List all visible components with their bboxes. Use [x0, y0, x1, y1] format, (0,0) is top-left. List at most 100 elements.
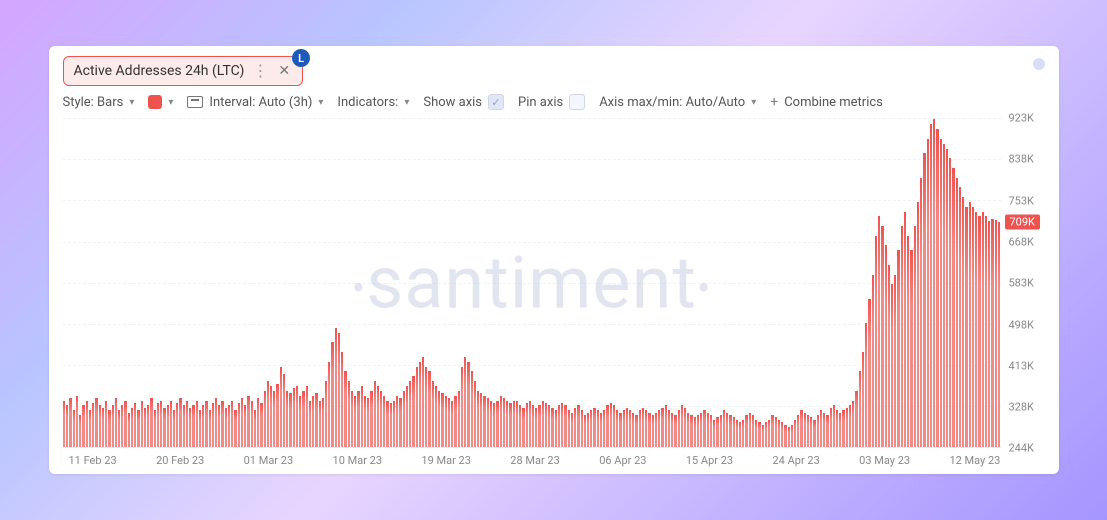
chart-bar	[784, 425, 786, 447]
chart-toolbar: Style: Bars ▾ ▾ Interval: Auto (3h) ▾ In…	[63, 94, 1045, 110]
metric-chip-menu-icon[interactable]: ⋮	[252, 63, 268, 79]
chevron-down-icon: ▾	[751, 97, 756, 108]
chart-bar	[189, 408, 191, 447]
chart-bar	[619, 413, 621, 447]
chart-bar	[865, 323, 867, 447]
chart-bar	[412, 376, 414, 447]
checkbox-checked-icon[interactable]	[488, 94, 504, 110]
chart-bar	[991, 219, 993, 447]
chart-bar	[131, 408, 133, 447]
chart-bar	[176, 403, 178, 447]
chart-bar	[930, 124, 932, 447]
chart-bar	[745, 415, 747, 447]
chart-bar	[720, 415, 722, 447]
chart-bar	[386, 401, 388, 448]
chart-bar	[409, 381, 411, 447]
chart-bar	[742, 420, 744, 447]
chart-bar	[652, 415, 654, 447]
chart-bar	[428, 371, 430, 447]
chart-bar	[635, 415, 637, 447]
chart-bar	[348, 381, 350, 447]
x-axis: 11 Feb 2320 Feb 2301 Mar 2310 Mar 2319 M…	[63, 448, 1045, 467]
chart-bar	[571, 413, 573, 447]
chart-bar	[89, 410, 91, 447]
chart-bar	[105, 401, 107, 448]
chart-bar	[500, 396, 502, 447]
chart-bar	[797, 415, 799, 447]
chart-bar	[121, 405, 123, 447]
chart-bar	[328, 362, 330, 447]
chart-bar	[270, 386, 272, 447]
checkbox-icon[interactable]	[569, 94, 585, 110]
chart-bar	[645, 410, 647, 447]
chart-bar	[820, 410, 822, 447]
chart-bar	[154, 410, 156, 447]
color-dropdown[interactable]: ▾	[148, 95, 173, 109]
chart-bar	[506, 401, 508, 448]
chart-bar	[221, 401, 223, 448]
chart-bar	[839, 413, 841, 447]
chart-bar	[167, 405, 169, 447]
x-tick-label: 10 Mar 23	[333, 454, 383, 467]
chart-bar	[344, 371, 346, 447]
chart-bar	[73, 410, 75, 447]
chart-bar	[406, 386, 408, 447]
chart-bar	[716, 417, 718, 447]
chart-bar	[432, 381, 434, 447]
chart-bar	[99, 405, 101, 447]
chart-bar	[212, 403, 214, 447]
chart-bar	[593, 408, 595, 447]
chart-area: •santiment• 923K838K753K668K583K498K413K…	[63, 118, 1045, 448]
interval-dropdown[interactable]: Interval: Auto (3h) ▾	[187, 95, 323, 110]
chart-bar	[771, 415, 773, 447]
chart-bar	[661, 408, 663, 447]
chart-bar	[260, 403, 262, 447]
chart-bar	[69, 398, 71, 447]
chevron-down-icon: ▾	[318, 97, 323, 108]
chevron-down-icon: ▾	[129, 97, 134, 108]
chart-bar	[758, 422, 760, 447]
combine-metrics-button[interactable]: + Combine metrics	[770, 94, 883, 110]
chart-bar	[678, 410, 680, 447]
chart-bar	[338, 333, 340, 447]
show-axis-toggle[interactable]: Show axis	[423, 94, 504, 110]
chart-bar	[403, 391, 405, 447]
chart-plot[interactable]: •santiment•	[63, 118, 1001, 448]
chart-bar	[322, 398, 324, 447]
style-dropdown[interactable]: Style: Bars ▾	[63, 95, 135, 110]
chart-bar	[458, 391, 460, 447]
chart-bar	[564, 405, 566, 447]
chart-bar	[196, 401, 198, 448]
chart-bar	[218, 405, 220, 447]
chart-bar	[940, 139, 942, 447]
show-axis-label: Show axis	[423, 95, 482, 110]
x-tick-label: 11 Feb 23	[69, 454, 117, 467]
chart-bar	[95, 398, 97, 447]
chart-bar	[713, 420, 715, 447]
combine-label: Combine metrics	[784, 95, 883, 110]
indicators-dropdown[interactable]: Indicators: ▾	[337, 95, 409, 110]
chart-bar	[962, 197, 964, 447]
chart-bar	[613, 405, 615, 447]
chart-bar	[454, 396, 456, 447]
chart-bar	[781, 422, 783, 447]
axis-minmax-dropdown[interactable]: Axis max/min: Auto/Auto ▾	[599, 95, 756, 110]
chevron-down-icon: ▾	[168, 97, 173, 108]
chart-bar	[545, 403, 547, 447]
chart-bar	[179, 398, 181, 447]
y-tick-label: 668K	[1009, 235, 1034, 248]
chart-bar	[302, 391, 304, 447]
chart-bar	[726, 413, 728, 447]
metric-chip-close-icon[interactable]: ✕	[276, 64, 292, 78]
chart-bar	[157, 403, 159, 447]
chart-bar	[794, 420, 796, 447]
x-tick-label: 06 Apr 23	[599, 454, 646, 467]
chart-bar	[231, 401, 233, 448]
pin-axis-toggle[interactable]: Pin axis	[518, 94, 585, 110]
chart-bar	[483, 396, 485, 447]
chart-bar	[254, 410, 256, 447]
chart-bar	[150, 398, 152, 447]
chart-bar	[965, 207, 967, 447]
metric-chip[interactable]: Active Addresses 24h (LTC) ⋮ ✕ L	[63, 56, 304, 86]
y-tick-label: 244K	[1009, 442, 1034, 455]
